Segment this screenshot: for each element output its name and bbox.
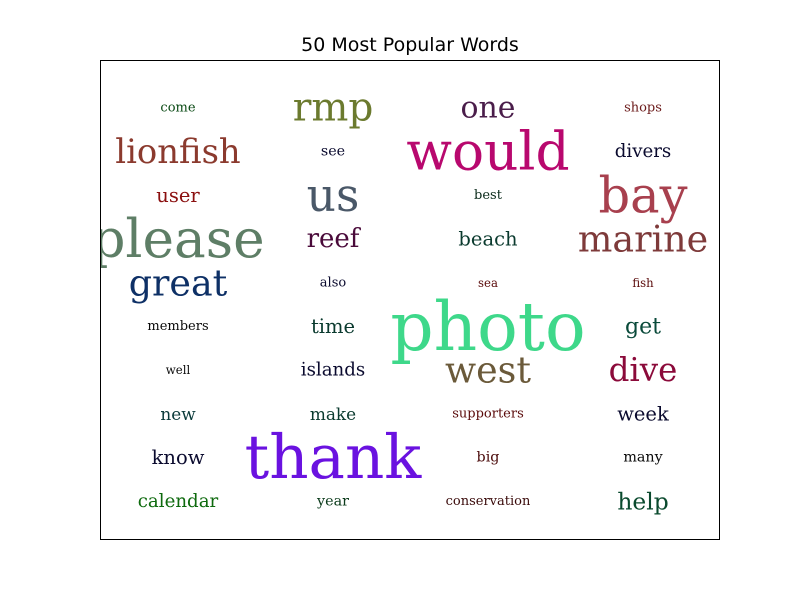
word-week: week — [617, 402, 669, 425]
word-shops: shops — [624, 101, 662, 116]
word-well: well — [166, 363, 191, 377]
word-marine: marine — [578, 218, 708, 261]
word-see: see — [321, 144, 345, 160]
word-conservation: conservation — [446, 494, 531, 509]
word-thank: thank — [245, 422, 423, 493]
word-come: come — [160, 101, 195, 116]
word-calendar: calendar — [138, 491, 219, 512]
word-lionfish: lionfish — [115, 132, 240, 171]
word-user: user — [156, 184, 200, 207]
word-also: also — [320, 275, 347, 290]
word-dive: dive — [609, 351, 678, 389]
word-members: members — [147, 319, 208, 334]
word-help: help — [617, 487, 668, 515]
word-please: please — [101, 208, 265, 270]
word-photo: photo — [390, 287, 585, 366]
word-one: one — [461, 91, 516, 126]
word-us: us — [307, 169, 360, 222]
word-beach: beach — [458, 228, 518, 251]
word-year: year — [316, 493, 349, 509]
plot-area: come rmp one shops lionfish see would divers use… — [100, 60, 720, 540]
word-make: make — [310, 404, 356, 424]
word-time: time — [311, 315, 355, 338]
word-new: new — [160, 404, 196, 424]
word-divers: divers — [615, 141, 672, 162]
word-west: west — [445, 349, 531, 392]
chart-title: 50 Most Popular Words — [301, 34, 519, 56]
word-rmp: rmp — [293, 86, 374, 131]
word-cloud: come rmp one shops lionfish see would divers use… — [101, 86, 708, 516]
word-get: get — [625, 314, 661, 340]
word-great: great — [129, 261, 228, 304]
word-sea: sea — [478, 276, 498, 290]
word-supporters: supporters — [452, 406, 524, 421]
word-know: know — [152, 446, 205, 469]
word-fish: fish — [632, 276, 654, 290]
word-bay: bay — [599, 166, 688, 224]
word-reef: reef — [307, 224, 362, 254]
word-many: many — [623, 450, 663, 466]
word-best: best — [474, 188, 503, 203]
word-would: would — [406, 121, 569, 183]
word-big: big — [477, 450, 500, 466]
word-islands: islands — [301, 360, 366, 381]
